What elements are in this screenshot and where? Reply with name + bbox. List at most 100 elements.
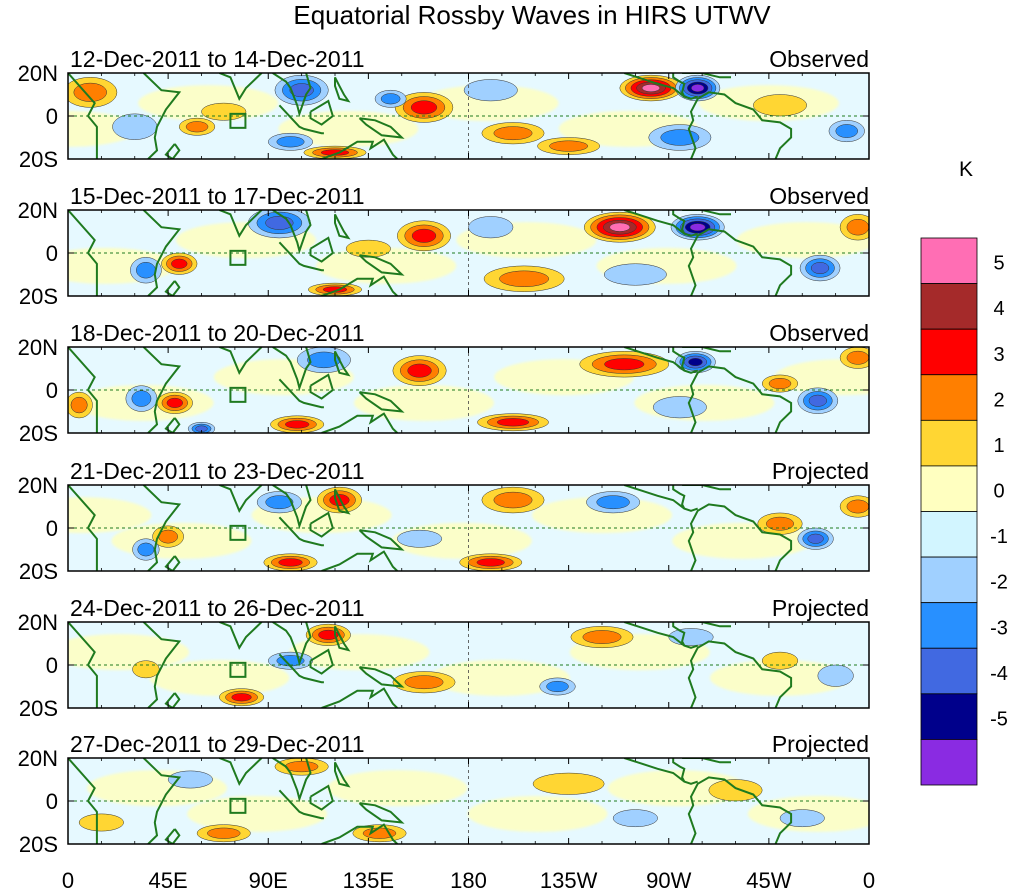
coastline (334, 488, 351, 515)
anomaly-fill-weak-positive (774, 359, 869, 396)
coastline (321, 823, 398, 844)
coastline (623, 622, 699, 649)
x-tick-label: 180 (450, 868, 487, 890)
positive-anomaly-contour (499, 270, 550, 287)
colorbar-swatch (920, 328, 978, 376)
y-tick-label: 20S (19, 421, 58, 446)
positive-anomaly-contour (493, 491, 533, 509)
anomaly-fill-weak-positive (418, 85, 559, 122)
positive-anomaly-contour (476, 558, 505, 567)
negative-anomaly-contour (546, 680, 569, 693)
coastline (358, 391, 405, 413)
panel-status-label: Projected (772, 731, 869, 757)
y-tick-label: 20S (19, 832, 58, 857)
positive-anomaly-contour (532, 772, 605, 795)
coastline (142, 73, 182, 159)
colorbar-level-label: 5 (993, 253, 1004, 275)
negative-anomaly-contour (380, 93, 401, 105)
coastline (682, 73, 731, 79)
coastline (278, 516, 324, 547)
coastline (334, 625, 351, 652)
map-panel: 20N 0 20S 18-Dec-2011 to 20-Dec-2011 Observe… (18, 320, 870, 446)
panel-period-label: 27-Dec-2011 to 29-Dec-2011 (70, 731, 365, 757)
y-tick-label: 0 (46, 378, 58, 403)
anomaly-fill-weak-positive (68, 634, 190, 671)
positive-anomaly-contour (708, 779, 763, 802)
coastline (309, 236, 334, 263)
coastline (142, 347, 182, 433)
anomaly-fill-weak-positive (429, 659, 570, 696)
coastline (682, 347, 731, 353)
colorbar-level-label: -4 (990, 663, 1008, 685)
negative-anomaly-contour (112, 113, 158, 140)
coastline (218, 758, 263, 786)
negative-anomaly-contour (136, 262, 156, 279)
y-tick-label: 20N (18, 746, 58, 771)
panel-status-label: Observed (769, 320, 869, 346)
coastline (309, 373, 334, 400)
colorbar: K 5 4 3 2 1 0 -1 -2 -3 -4 -5 (920, 158, 1008, 786)
negative-anomaly-contour (596, 495, 630, 510)
panel-period-label: 18-Dec-2011 to 20-Dec-2011 (70, 320, 365, 346)
coastline (623, 758, 699, 785)
coastline (672, 210, 686, 235)
coastline (682, 758, 731, 764)
colorbar-swatch (920, 556, 978, 604)
region-box (229, 386, 247, 403)
negative-anomaly-contour (835, 124, 858, 138)
anomaly-fill-weak-positive (68, 497, 152, 534)
chart-title: Equatorial Rossby Waves in HIRS UTWV (293, 0, 771, 30)
y-tick-label: 20N (18, 61, 58, 86)
map-panel: 20N 0 20S 12-Dec-2011 to 14-Dec-2011 Observe… (18, 46, 870, 172)
positive-anomaly-contour (404, 675, 444, 690)
negative-anomaly-contour (808, 394, 827, 407)
negative-anomaly-contour (817, 664, 854, 687)
coastline (309, 99, 334, 126)
negative-anomaly-contour (603, 263, 667, 286)
coastline (687, 91, 793, 159)
coastline (218, 485, 263, 513)
x-tick-label: 90W (646, 868, 691, 890)
coastline (672, 758, 686, 783)
colorbar-level-label: -5 (990, 708, 1008, 730)
positive-anomaly-contour (846, 219, 869, 236)
negative-anomaly-contour (468, 216, 514, 239)
y-tick-label: 0 (46, 789, 58, 814)
positive-anomaly-contour (410, 100, 438, 115)
positive-anomaly-contour (201, 102, 247, 121)
negative-anomaly-contour (689, 223, 706, 232)
colorbar-swatch (920, 419, 978, 467)
colorbar-level-label: -1 (990, 526, 1008, 548)
coastline (164, 417, 181, 433)
y-tick-label: 20N (18, 198, 58, 223)
positive-anomaly-contour (761, 651, 799, 670)
coastline (334, 76, 351, 103)
coastline (278, 653, 324, 684)
colorbar-level-label: 4 (993, 298, 1004, 320)
anomaly-fill-weak-positive (736, 222, 869, 259)
coastline (309, 511, 334, 538)
y-tick-label: 20N (18, 473, 58, 498)
y-tick-label: 0 (46, 104, 58, 129)
positive-anomaly-contour (609, 222, 631, 232)
coastline (278, 104, 324, 135)
positive-anomaly-contour (171, 258, 188, 269)
negative-anomaly-contour (652, 396, 707, 419)
coastline (672, 485, 686, 510)
positive-anomaly-contour (318, 629, 339, 640)
y-tick-label: 0 (46, 241, 58, 266)
region-box (229, 524, 247, 541)
coastline (272, 210, 312, 255)
coastline (164, 280, 181, 296)
coastline (218, 73, 263, 101)
map-panel: 20N 0 20S 15-Dec-2011 to 17-Dec-2011 Observe… (18, 183, 870, 309)
negative-anomaly-contour (807, 533, 824, 544)
region-box (229, 661, 247, 678)
negative-anomaly-contour (276, 136, 305, 148)
negative-anomaly-contour (612, 809, 658, 828)
coastline (687, 365, 793, 433)
x-tick-label: 45W (746, 868, 791, 890)
colorbar-level-label: 2 (993, 389, 1004, 411)
coastline (321, 550, 398, 571)
positive-anomaly-contour (846, 350, 869, 365)
